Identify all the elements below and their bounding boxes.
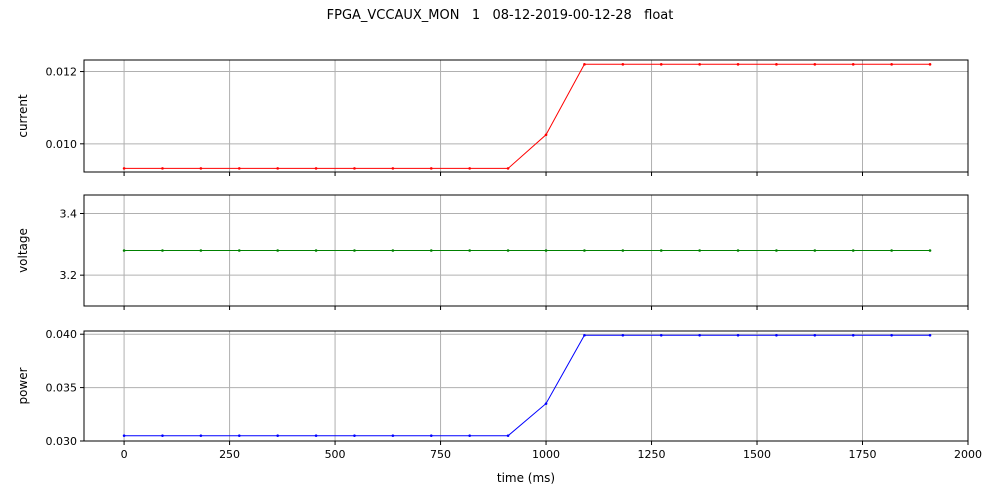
data-point [851,249,855,252]
x-tick-label: 1750 [849,448,877,461]
y-tick-label: 0.012 [46,66,78,79]
data-point [391,434,395,437]
data-point [314,249,318,252]
data-point [237,249,241,252]
y-tick-label: 0.030 [46,435,78,448]
x-tick-label: 1500 [743,448,771,461]
x-tick-label: 1250 [638,448,666,461]
data-point [621,333,625,337]
data-point [851,333,855,337]
data-point [276,249,279,252]
data-point [583,249,586,252]
data-point [353,434,356,437]
data-point [928,63,932,66]
data-point [813,249,817,252]
data-point [890,63,893,66]
y-tick-label: 0.035 [46,382,78,395]
data-point [391,249,395,252]
data-point [161,249,164,252]
data-point [775,63,778,66]
data-point [698,249,701,252]
axes-frame [83,330,969,442]
y-axis-label: voltage [16,228,30,273]
data-point [698,63,701,66]
data-point [353,167,356,170]
x-tick-label: 0 [121,448,128,461]
data-point [276,434,279,437]
chart-title: FPGA_VCCAUX_MON 1 08-12-2019-00-12-28 fl… [326,8,674,23]
data-point [314,434,318,437]
data-point [122,249,126,252]
data-point [544,402,548,405]
data-point [659,333,663,337]
data-point [429,434,433,437]
data-point [621,63,625,66]
series-line-current [124,63,930,169]
x-tick-label: 750 [430,448,451,461]
data-point [122,434,126,437]
data-point [506,249,510,252]
data-point [506,434,510,437]
axes-frame [83,194,969,307]
series-line-power [124,334,930,437]
data-point [813,333,817,337]
data-point [161,167,164,170]
data-point [659,63,663,66]
data-point [583,333,586,337]
data-point [544,249,548,252]
data-point [621,249,625,252]
data-point [122,167,126,170]
data-point [736,63,740,66]
data-point [429,249,433,252]
data-point [736,249,740,252]
data-point [237,434,241,437]
data-point [468,167,471,170]
x-tick-label: 1000 [532,448,560,461]
data-point [314,167,318,170]
axes-frame [83,59,969,173]
y-tick-label: 3.4 [60,208,78,221]
y-axis-label: current [16,94,30,138]
x-axis-label: time (ms) [497,471,555,485]
data-point [583,63,586,66]
data-point [928,249,932,252]
data-point [775,333,778,337]
data-point [199,249,203,252]
x-tick-label: 250 [219,448,240,461]
y-tick-label: 0.040 [46,328,78,341]
data-point [851,63,855,66]
x-tick-label: 2000 [954,448,982,461]
data-point [506,167,510,170]
data-point [391,167,395,170]
data-point [890,249,893,252]
y-axis-label: power [16,367,30,404]
data-point [429,167,433,170]
data-point [468,249,471,252]
data-point [736,333,740,337]
data-point [276,167,279,170]
data-point [928,333,932,337]
data-point [199,434,203,437]
data-point [468,434,471,437]
data-point [659,249,663,252]
data-point [775,249,778,252]
data-point [890,333,893,337]
data-point [544,133,548,137]
data-point [161,434,164,437]
data-point [353,249,356,252]
data-point [237,167,241,170]
data-point [813,63,817,66]
data-point [698,333,701,337]
data-point [199,167,203,170]
y-tick-label: 0.010 [46,138,78,151]
y-tick-label: 3.2 [60,269,78,282]
x-tick-label: 500 [325,448,346,461]
